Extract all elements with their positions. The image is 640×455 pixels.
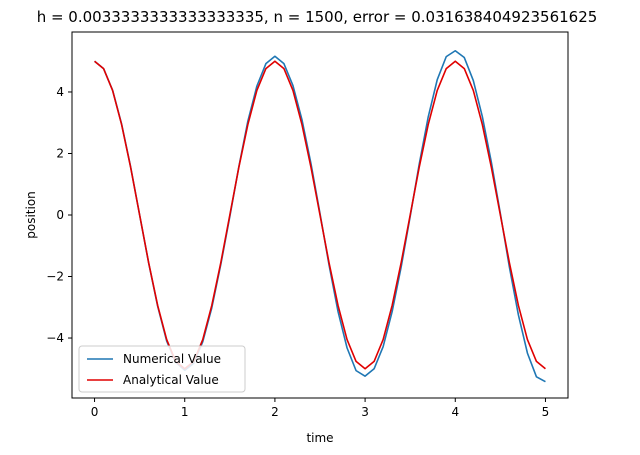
legend-label-analytical-value: Analytical Value <box>123 373 219 387</box>
legend: Numerical Value Analytical Value <box>78 345 246 393</box>
legend-label-numerical-value: Numerical Value <box>123 352 221 366</box>
x-tick-label: 3 <box>361 405 369 419</box>
chart-title: h = 0.0033333333333333335, n = 1500, err… <box>37 8 598 26</box>
series-line-analytical-value <box>94 60 546 370</box>
x-axis-label: time <box>306 431 333 445</box>
x-tick-label: 4 <box>451 405 459 419</box>
plot-area <box>71 31 569 399</box>
y-axis-ticks: −4 −2 0 2 4 <box>46 85 72 345</box>
x-tick-label: 1 <box>181 405 189 419</box>
x-tick-label: 2 <box>271 405 279 419</box>
y-tick-label: −2 <box>46 270 64 284</box>
x-tick-label: 0 <box>91 405 99 419</box>
y-tick-label: 2 <box>56 146 64 160</box>
legend-box <box>78 345 246 393</box>
series-layer <box>94 49 546 383</box>
x-axis-ticks: 0 1 2 3 4 5 <box>91 398 550 419</box>
y-tick-label: 0 <box>56 208 64 222</box>
y-axis-label: position <box>24 191 38 239</box>
y-tick-label: −4 <box>46 331 64 345</box>
x-tick-label: 5 <box>542 405 550 419</box>
y-tick-label: 4 <box>56 85 64 99</box>
